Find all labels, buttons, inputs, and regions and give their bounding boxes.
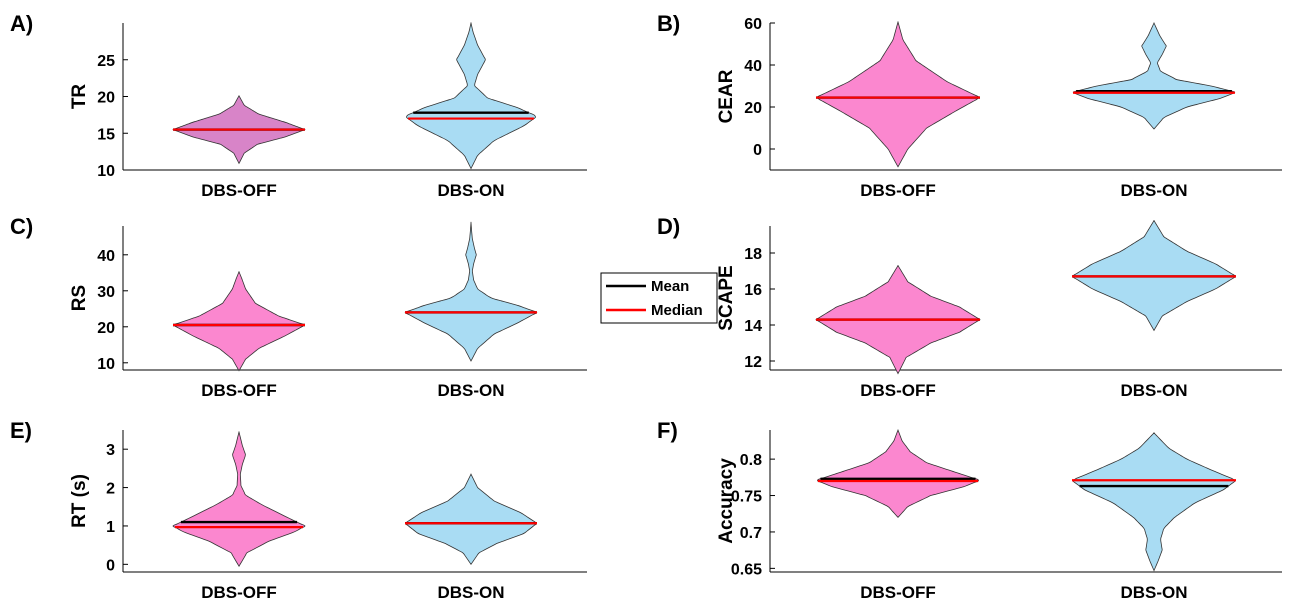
y-tick-label: 0.7: [740, 525, 762, 542]
x-category-label: DBS-OFF: [860, 181, 936, 200]
violin-dbs-on: [1072, 432, 1236, 572]
y-tick-label: 30: [97, 284, 115, 301]
violin-dbs-off: [817, 429, 979, 518]
y-axis-label: RS: [69, 285, 90, 311]
violin-dbs-off: [173, 271, 305, 372]
y-tick-label: 14: [744, 318, 762, 335]
x-category-label: DBS-ON: [437, 583, 504, 602]
panel-c: C) RS 10 20 30 40 DBS-OFF DBS-ON: [10, 214, 587, 400]
x-category-label: DBS-ON: [437, 381, 504, 400]
panel-f: F) Accuracy 0.65 0.7 0.75 0.8 DBS-OFF DBS-ON: [657, 418, 1282, 602]
panel-d: D) SCAPE 12 14 16 18 DBS-OFF DBS-ON: [657, 214, 1282, 400]
y-axis-label: RT (s): [69, 474, 90, 528]
x-category-label: DBS-ON: [1120, 181, 1187, 200]
y-tick-label: 20: [97, 320, 115, 337]
panel-label: F): [657, 418, 678, 443]
violin-dbs-on: [404, 221, 538, 362]
y-tick-label: 10: [97, 356, 115, 373]
legend: Mean Median: [600, 272, 718, 324]
panel-label: A): [10, 11, 33, 36]
y-axis-label: TR: [69, 84, 90, 110]
violin-dbs-off: [816, 21, 980, 168]
y-tick-label: 0: [753, 142, 762, 159]
legend-box: [600, 272, 718, 324]
violin-dbs-off: [172, 431, 306, 568]
x-category-label: DBS-OFF: [860, 381, 936, 400]
violin-dbs-on: [1072, 22, 1236, 130]
y-tick-label: 10: [97, 163, 115, 180]
x-category-label: DBS-OFF: [860, 583, 936, 602]
y-tick-label: 20: [744, 100, 762, 117]
y-tick-label: 3: [106, 442, 115, 459]
y-tick-label: 0.65: [731, 561, 762, 578]
y-axis-label: SCAPE: [716, 265, 737, 330]
y-tick-label: 0.8: [740, 452, 762, 469]
y-tick-label: 25: [97, 53, 115, 70]
panel-label: D): [657, 214, 680, 239]
panel-e: E) RT (s) 0 1 2 3 DBS-OFF DBS-ON: [10, 418, 587, 602]
y-tick-label: 0: [106, 557, 115, 574]
x-category-label: DBS-ON: [1120, 381, 1187, 400]
y-tick-label: 12: [744, 354, 762, 371]
panel-label: E): [10, 418, 32, 443]
y-tick-label: 0.75: [731, 489, 762, 506]
violin-dbs-on: [406, 22, 536, 170]
panel-a: A) TR 10 15 20 25 DBS-OFF DBS-ON: [10, 11, 587, 200]
violin-dbs-on: [405, 473, 537, 566]
x-category-label: DBS-OFF: [201, 381, 277, 400]
y-tick-label: 15: [97, 126, 115, 143]
x-category-label: DBS-OFF: [201, 181, 277, 200]
y-axis-label: Accuracy: [716, 458, 737, 544]
panel-b: B) CEAR 0 20 40 60 DBS-OFF DBS-ON: [657, 11, 1282, 200]
y-tick-label: 60: [744, 16, 762, 33]
y-tick-label: 40: [97, 248, 115, 265]
legend-mean-label: Mean: [651, 278, 689, 295]
x-category-label: DBS-OFF: [201, 583, 277, 602]
y-tick-label: 1: [106, 519, 115, 536]
panel-label: B): [657, 11, 680, 36]
legend-median-label: Median: [651, 302, 703, 319]
panel-label: C): [10, 214, 33, 239]
x-category-label: DBS-ON: [437, 181, 504, 200]
x-category-label: DBS-ON: [1120, 583, 1187, 602]
y-tick-label: 18: [744, 246, 762, 263]
y-tick-label: 2: [106, 481, 115, 498]
y-tick-label: 16: [744, 282, 762, 299]
y-tick-label: 40: [744, 58, 762, 75]
y-tick-label: 20: [97, 90, 115, 107]
y-axis-label: CEAR: [716, 69, 737, 123]
